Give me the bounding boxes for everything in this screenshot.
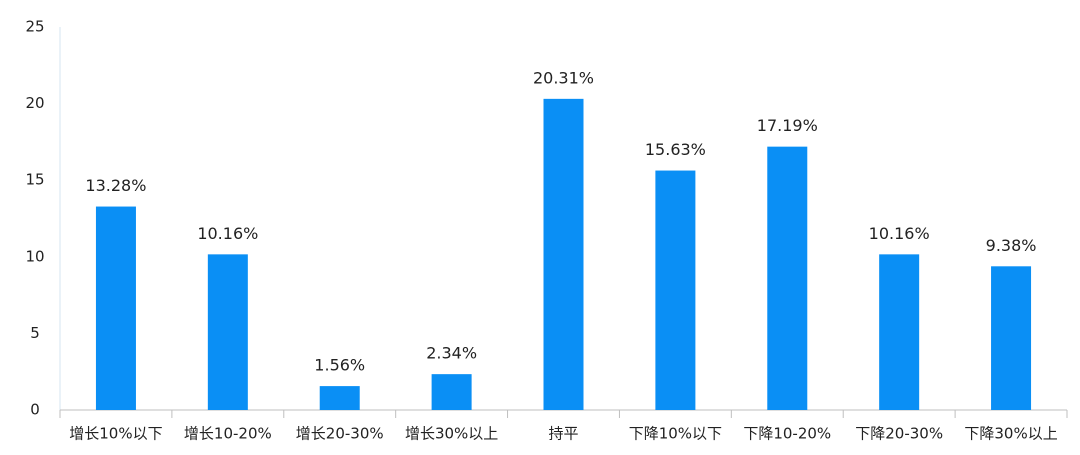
bar — [543, 98, 584, 410]
y-tick-label: 5 — [30, 324, 40, 342]
value-label: 17.19% — [757, 116, 818, 135]
bar — [767, 146, 808, 410]
y-tick-label: 15 — [25, 171, 44, 189]
x-tick-label: 增长10%以下 — [69, 425, 162, 443]
bar — [991, 266, 1032, 410]
bar — [655, 170, 696, 410]
x-tick-label: 下降20-30% — [855, 425, 943, 443]
x-tick-label: 下降10%以下 — [629, 425, 722, 443]
bar — [879, 254, 920, 410]
value-label: 20.31% — [533, 68, 594, 87]
bar — [207, 254, 248, 410]
y-tick-label: 25 — [25, 18, 44, 36]
value-label: 13.28% — [85, 176, 146, 195]
x-tick-label: 增长10-20% — [184, 425, 272, 443]
x-tick-label: 持平 — [548, 425, 578, 443]
value-label: 1.56% — [314, 356, 365, 375]
bar — [95, 206, 136, 410]
x-tick-label: 增长30%以上 — [405, 425, 498, 443]
value-label: 15.63% — [645, 140, 706, 159]
value-label: 2.34% — [426, 344, 477, 363]
value-label: 9.38% — [986, 236, 1037, 255]
value-label: 10.16% — [197, 224, 258, 243]
x-tick-label: 下降10-20% — [743, 425, 831, 443]
bar — [431, 374, 472, 410]
x-tick-label: 下降30%以上 — [964, 425, 1057, 443]
y-tick-label: 0 — [30, 401, 40, 419]
y-tick-label: 20 — [25, 94, 44, 112]
value-label: 10.16% — [869, 224, 930, 243]
x-tick-label: 增长20-30% — [296, 425, 384, 443]
y-tick-label: 10 — [25, 247, 44, 265]
bar — [319, 386, 360, 410]
